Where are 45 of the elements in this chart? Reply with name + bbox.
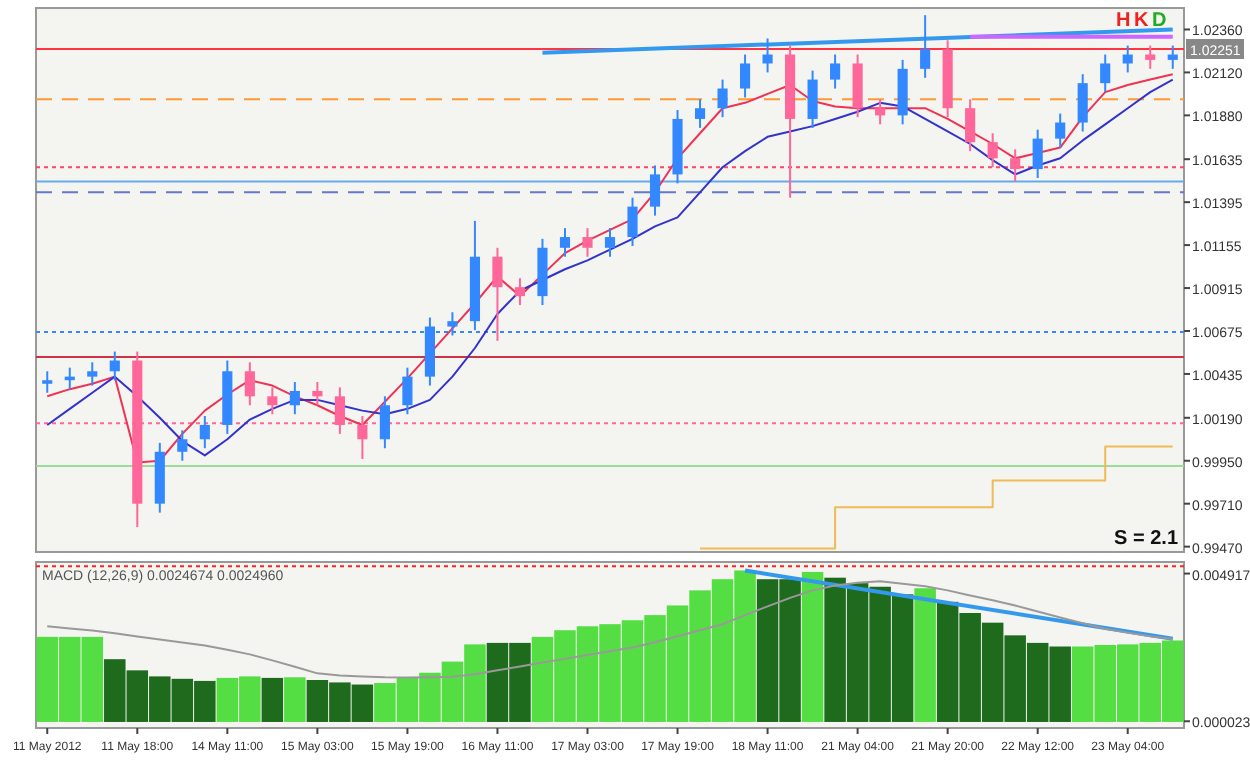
candlestick — [830, 53, 841, 90]
annotation: D — [1152, 10, 1167, 32]
candlestick — [1010, 148, 1021, 183]
bar — [284, 677, 306, 722]
line-series — [46, 580, 1174, 679]
candlestick — [289, 381, 300, 416]
candlestick — [582, 227, 593, 258]
candlestick — [807, 69, 818, 129]
candlestick — [987, 132, 998, 169]
candlestick — [649, 164, 661, 217]
candlestick — [42, 370, 53, 394]
candlestick — [1032, 128, 1043, 179]
candlestick — [1055, 112, 1066, 149]
candlestick — [514, 277, 526, 307]
candlestick — [402, 366, 413, 416]
candlestick — [312, 381, 323, 407]
candlestick — [1077, 73, 1088, 133]
candlestick — [492, 246, 503, 342]
candlestick — [1145, 44, 1156, 70]
bar — [261, 677, 284, 722]
candlestick — [627, 196, 638, 247]
candlestick — [1167, 44, 1178, 70]
candlestick — [87, 361, 98, 387]
candlestick — [739, 53, 751, 99]
candlestick — [379, 395, 390, 450]
candlestick — [1100, 53, 1111, 94]
candlestick — [604, 227, 616, 258]
candlestick — [267, 386, 278, 416]
candlestick — [694, 98, 706, 129]
annotation: H — [1116, 10, 1131, 32]
candlestick — [717, 78, 728, 119]
bar — [801, 571, 824, 722]
candlestick — [244, 361, 255, 407]
candlestick — [965, 98, 976, 153]
candlestick — [177, 429, 188, 462]
candlestick — [199, 415, 210, 450]
candlestick — [109, 350, 120, 382]
candlestick — [920, 14, 931, 79]
bar — [914, 588, 936, 722]
annotation: S = 2.1 — [1114, 528, 1179, 550]
annotation: K — [1134, 10, 1150, 32]
candlestick — [897, 58, 908, 126]
candlestick — [875, 98, 886, 126]
candlestick — [559, 227, 571, 258]
candlestick — [852, 53, 863, 119]
